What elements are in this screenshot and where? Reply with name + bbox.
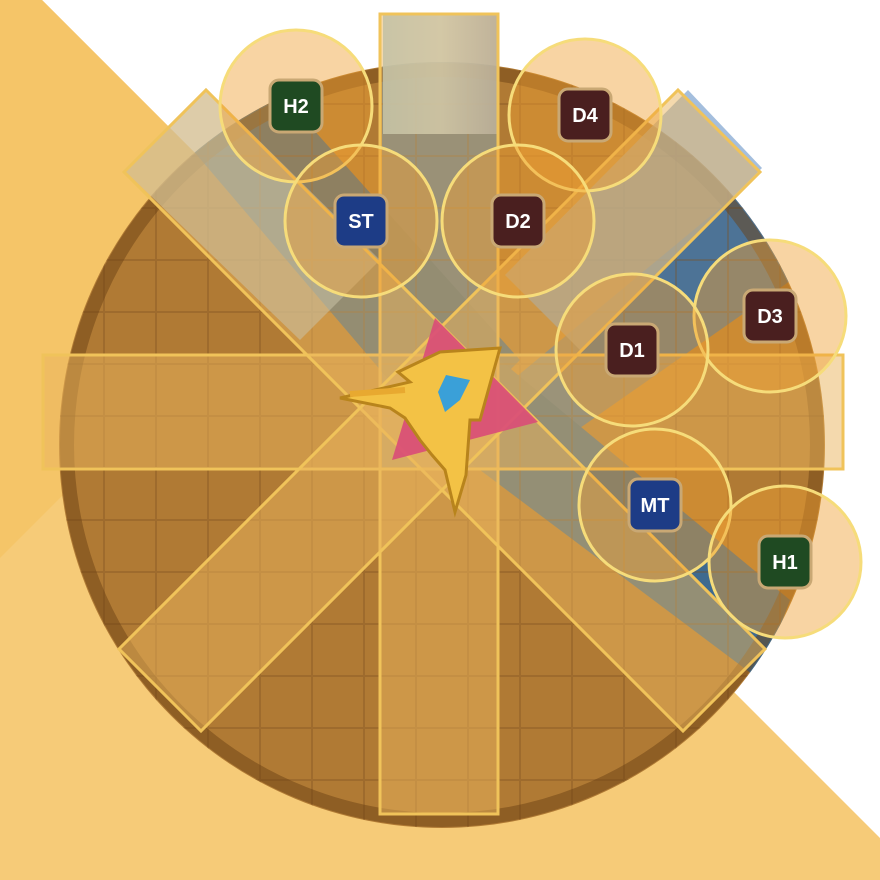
dps-role-badge (557, 87, 613, 143)
party-marker-label: D3 (757, 306, 783, 328)
party-marker-label: D4 (572, 105, 598, 127)
party-layer: H2 D4 ST D2 D3 D1 MT H1 (218, 28, 863, 640)
party-marker-label: MT (641, 495, 670, 517)
party-marker-st: ST (333, 193, 389, 249)
party-marker-label: ST (348, 211, 374, 233)
party-marker-label: H2 (283, 96, 309, 118)
party-marker-d2: D2 (490, 193, 546, 249)
healer-role-badge (268, 78, 324, 134)
party-marker-mt: MT (627, 477, 683, 533)
party-marker-d4: D4 (557, 87, 613, 143)
winged-sigil-icon (339, 346, 503, 518)
party-marker-label: H1 (772, 552, 798, 574)
party-marker-d1: D1 (604, 322, 660, 378)
party-marker-h2: H2 (268, 78, 324, 134)
tank-role-badge (627, 477, 683, 533)
boss-marker (339, 318, 538, 518)
party-marker-d3: D3 (742, 288, 798, 344)
dps-role-badge (742, 288, 798, 344)
healer-role-badge (757, 534, 813, 590)
party-marker-label: D2 (505, 211, 531, 233)
dps-role-badge (490, 193, 546, 249)
party-marker-label: D1 (619, 340, 645, 362)
party-marker-h1: H1 (757, 534, 813, 590)
tank-role-badge (333, 193, 389, 249)
dps-role-badge (604, 322, 660, 378)
